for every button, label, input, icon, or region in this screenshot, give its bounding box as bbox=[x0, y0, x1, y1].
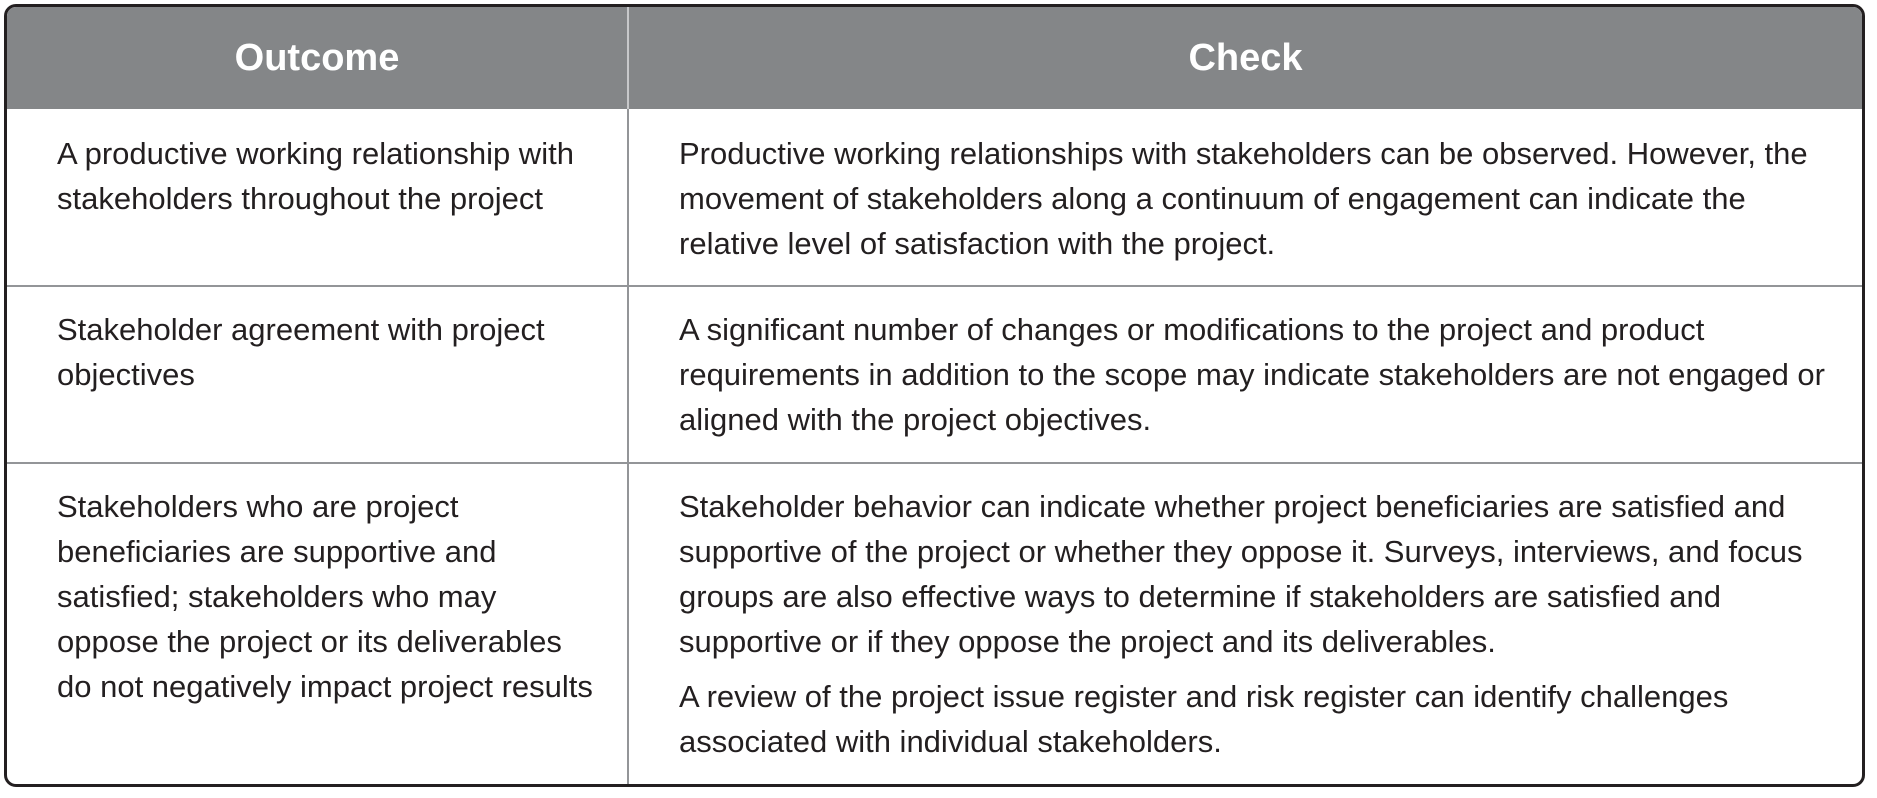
check-text: A review of the project issue register a… bbox=[679, 679, 1729, 759]
outcome-check-table: Outcome Check A productive working relat… bbox=[4, 4, 1865, 787]
table-body: A productive working relationship with s… bbox=[7, 109, 1862, 784]
header-row: Outcome Check bbox=[7, 7, 1862, 109]
table-row: Stakeholder agreement with project objec… bbox=[7, 285, 1862, 463]
check-cell: Stakeholder behavior can indicate whethe… bbox=[628, 462, 1862, 784]
outcome-text: Stakeholder agreement with project objec… bbox=[57, 312, 545, 392]
outcome-text: A productive working relationship with s… bbox=[57, 136, 574, 216]
table-row: A productive working relationship with s… bbox=[7, 109, 1862, 286]
check-text: Productive working relationships with st… bbox=[679, 136, 1808, 261]
column-header-check: Check bbox=[628, 7, 1862, 109]
column-header-outcome: Outcome bbox=[7, 7, 629, 109]
table-header: Outcome Check bbox=[7, 7, 1862, 109]
outcome-text: Stakeholders who are project beneficiari… bbox=[57, 489, 593, 704]
check-cell: Productive working relationships with st… bbox=[628, 109, 1862, 286]
check-cell: A significant number of changes or modif… bbox=[628, 285, 1862, 463]
check-text: A significant number of changes or modif… bbox=[679, 312, 1825, 437]
outcome-cell: Stakeholders who are project beneficiari… bbox=[7, 462, 629, 784]
outcome-cell: A productive working relationship with s… bbox=[7, 109, 629, 286]
check-text: Stakeholder behavior can indicate whethe… bbox=[679, 489, 1803, 659]
outcome-cell: Stakeholder agreement with project objec… bbox=[7, 285, 629, 463]
table-row: Stakeholders who are project beneficiari… bbox=[7, 462, 1862, 784]
table: Outcome Check A productive working relat… bbox=[7, 7, 1862, 784]
